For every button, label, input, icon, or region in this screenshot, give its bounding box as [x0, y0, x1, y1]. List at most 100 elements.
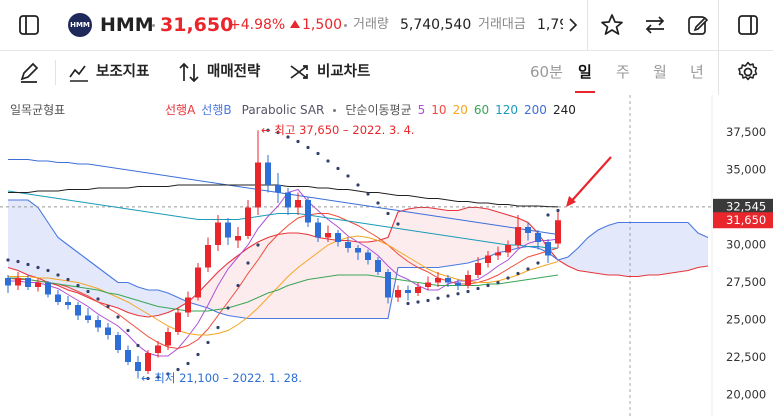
- stock-name: HMM: [100, 14, 154, 36]
- y-tick-label: 35,000: [726, 163, 766, 177]
- sar-dot: [506, 276, 510, 280]
- indicator-icon[interactable]: [68, 62, 90, 82]
- sar-dot: [256, 243, 260, 247]
- settings-icon[interactable]: [737, 61, 759, 83]
- toolbar: 보조지표 매매전략 비교차트 60분 일 주 월 년: [0, 50, 773, 95]
- sar-dot: [76, 283, 80, 288]
- period-tab[interactable]: 주: [616, 63, 630, 81]
- candle-body: [165, 332, 171, 346]
- ma-line: [8, 159, 559, 235]
- sar-dot: [556, 208, 560, 213]
- cloud-fill: [48, 222, 58, 286]
- sar-dot: [326, 159, 330, 163]
- sar-dot: [486, 283, 490, 288]
- sar-dot: [16, 259, 20, 264]
- cloud-fill: [448, 210, 458, 266]
- sar-dot: [536, 261, 540, 265]
- period-tab[interactable]: 60분: [530, 63, 563, 81]
- legend-ma: 120: [495, 103, 519, 117]
- period-tab[interactable]: 년: [690, 63, 704, 81]
- indicators-button[interactable]: 보조지표: [96, 64, 150, 80]
- draw-icon[interactable]: [18, 61, 40, 83]
- amount-label: 거래대금: [478, 17, 526, 32]
- cloud-fill: [618, 222, 628, 277]
- sar-dot: [96, 297, 100, 301]
- candle-body: [95, 320, 101, 328]
- candle-body: [295, 200, 301, 208]
- price-label-box: [713, 198, 773, 215]
- cloud-fill: [88, 260, 98, 302]
- sar-dot: [316, 151, 320, 156]
- cloud-fill: [418, 207, 428, 268]
- sar-dot: [236, 283, 240, 288]
- sar-dot: [286, 135, 290, 139]
- cloud-fill: [148, 290, 158, 317]
- candle-body: [305, 200, 311, 223]
- sar-dot: [246, 261, 250, 265]
- compare-button[interactable]: 비교차트: [317, 64, 371, 80]
- ichimoku-title: 일목균형표: [10, 103, 66, 117]
- cloud-fill: [488, 209, 498, 257]
- amount: 1,79: [537, 17, 563, 33]
- sar-dot: [546, 213, 550, 217]
- cloud-fill: [348, 240, 358, 319]
- sar-dot: [106, 304, 110, 309]
- annotation-high: ← 최고 37,650 – 2022. 3. 4.: [261, 123, 415, 137]
- sar-dot: [206, 340, 210, 345]
- more-arrow[interactable]: [566, 17, 580, 33]
- cloud-fill: [458, 207, 468, 265]
- candle-body: [195, 267, 201, 298]
- strategy-button[interactable]: 매매전략: [207, 64, 261, 80]
- cloud-fill: [158, 290, 168, 316]
- cloud-fill: [208, 272, 218, 313]
- legend-ma: 5: [417, 103, 426, 117]
- change-pct: +4.98%: [229, 17, 286, 33]
- sar-dot: [346, 174, 350, 178]
- cloud-fill: [198, 282, 208, 308]
- sar-dot: [466, 289, 470, 294]
- cloud-fill: [638, 222, 648, 277]
- y-tick-label: 22,500: [726, 350, 766, 364]
- period-tab[interactable]: 월: [653, 63, 667, 81]
- candle-body: [475, 263, 481, 275]
- candle-body: [555, 220, 561, 244]
- cloud-fill: [28, 200, 38, 278]
- panel-icon[interactable]: [737, 14, 759, 36]
- cloud-fill: [648, 222, 658, 275]
- sar-dot: [196, 352, 200, 357]
- candle-body: [515, 227, 521, 245]
- sar-dot: [526, 267, 530, 271]
- candle-body: [105, 327, 111, 335]
- cloud-fill: [608, 222, 618, 275]
- candle-body: [415, 287, 421, 293]
- sar-dot: [516, 271, 520, 276]
- cloud-fill: [588, 230, 598, 274]
- candle-body: [25, 278, 31, 287]
- change: 1,500: [302, 17, 343, 33]
- cloud-fill: [318, 237, 328, 319]
- sar-dot: [186, 361, 190, 366]
- sar-dot: [496, 280, 500, 285]
- swap-icon[interactable]: [643, 13, 667, 37]
- cloud-fill: [658, 222, 668, 275]
- edit-icon[interactable]: [686, 13, 710, 37]
- favorite-icon[interactable]: [600, 13, 624, 37]
- y-tick-label: 27,500: [726, 275, 766, 289]
- period-underline: [575, 91, 595, 93]
- strategy-icon[interactable]: [178, 61, 200, 83]
- period-tab[interactable]: 일: [578, 63, 592, 81]
- up-triangle: [290, 20, 300, 28]
- compare-icon[interactable]: [289, 62, 311, 82]
- sar-dot: [266, 128, 270, 132]
- candle-body: [115, 335, 121, 350]
- candle-body: [65, 302, 71, 305]
- candle-body: [35, 282, 41, 287]
- separator: [152, 24, 155, 27]
- cloud-fill: [38, 207, 48, 283]
- cloud-fill: [668, 222, 678, 274]
- sar-dot: [36, 265, 40, 270]
- sidebar-icon[interactable]: [18, 14, 40, 36]
- cloud-fill: [598, 225, 608, 275]
- logo: HMM: [68, 13, 92, 37]
- legend-ma: 240: [552, 103, 576, 117]
